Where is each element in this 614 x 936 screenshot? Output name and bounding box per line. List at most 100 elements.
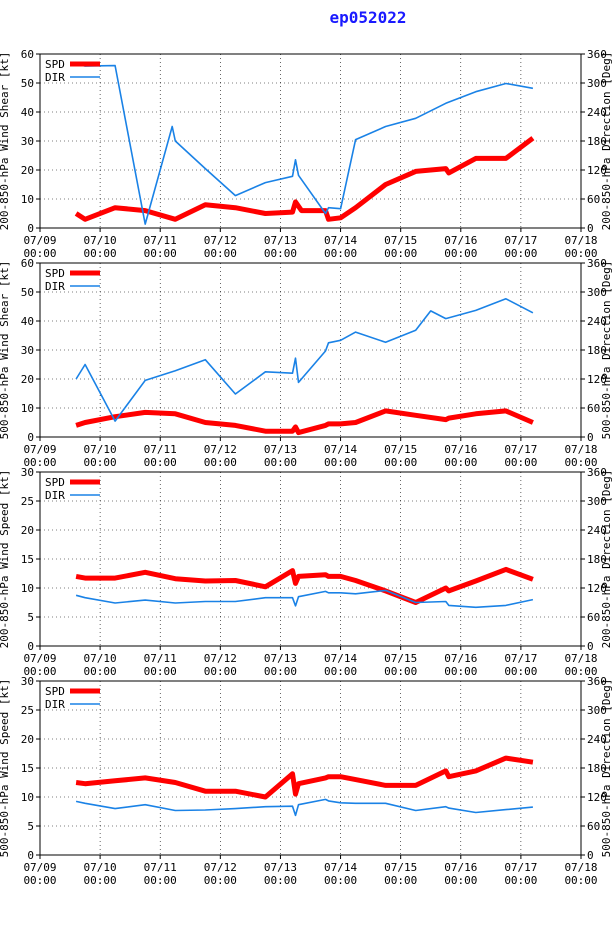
- series-line-spd: [74, 136, 535, 222]
- y-left-tick-label: 10: [21, 582, 34, 595]
- y-left-tick-label: 20: [21, 524, 34, 537]
- y-right-tick-label: 120: [587, 164, 607, 177]
- x-tick-label-date: 07/17: [504, 861, 537, 874]
- x-tick-label-date: 07/11: [144, 861, 177, 874]
- x-tick-label-date: 07/12: [204, 443, 237, 456]
- y-right-tick-label: 120: [587, 582, 607, 595]
- x-tick-label-date: 07/17: [504, 443, 537, 456]
- x-tick-label-date: 07/13: [264, 443, 297, 456]
- y-left-tick-label: 15: [21, 553, 34, 566]
- y-left-tick-label: 30: [21, 344, 34, 357]
- y-axis-right-label: 500-850-hPa Direction [Deg]: [600, 679, 613, 858]
- y-right-tick-label: 60: [587, 611, 600, 624]
- x-tick-label-time: 00:00: [504, 456, 537, 469]
- x-tick-label-time: 00:00: [444, 247, 477, 260]
- x-tick-label-time: 00:00: [384, 874, 417, 887]
- x-tick-label-time: 00:00: [504, 874, 537, 887]
- x-tick-label-time: 00:00: [84, 874, 117, 887]
- x-tick-label-time: 00:00: [84, 456, 117, 469]
- y-right-tick-label: 300: [587, 495, 607, 508]
- y-left-tick-label: 5: [27, 820, 34, 833]
- x-tick-label-date: 07/15: [384, 234, 417, 247]
- x-tick-label-date: 07/09: [23, 443, 56, 456]
- y-left-tick-label: 50: [21, 77, 34, 90]
- y-left-tick-label: 50: [21, 286, 34, 299]
- y-right-tick-label: 180: [587, 344, 607, 357]
- x-tick-label-time: 00:00: [144, 665, 177, 678]
- x-tick-label-date: 07/15: [384, 861, 417, 874]
- x-tick-label-date: 07/09: [23, 861, 56, 874]
- legend-label-dir: DIR: [45, 280, 65, 293]
- y-axis-left-label: 500-850-hPa Wind Speed [kt]: [0, 679, 11, 858]
- series-line-dir: [75, 798, 533, 817]
- y-axis-left-label: 200-850-hPa Wind Shear [kt]: [0, 52, 11, 231]
- x-tick-label-time: 00:00: [264, 247, 297, 260]
- y-right-tick-label: 360: [587, 466, 607, 479]
- x-tick-label-time: 00:00: [384, 665, 417, 678]
- y-left-tick-label: 40: [21, 315, 34, 328]
- panel-3: 05101520253006012018024030036007/0900:00…: [0, 466, 613, 678]
- x-tick-label-time: 00:00: [204, 665, 237, 678]
- y-left-tick-label: 0: [27, 849, 34, 862]
- y-right-tick-label: 0: [587, 222, 594, 235]
- x-tick-label-date: 07/10: [84, 652, 117, 665]
- y-left-tick-label: 25: [21, 495, 34, 508]
- x-tick-label-date: 07/18: [564, 861, 597, 874]
- x-tick-label-time: 00:00: [324, 456, 357, 469]
- y-left-tick-label: 30: [21, 135, 34, 148]
- y-left-tick-label: 5: [27, 611, 34, 624]
- x-tick-label-time: 00:00: [23, 874, 56, 887]
- x-tick-label-date: 07/13: [264, 234, 297, 247]
- x-tick-label-time: 00:00: [144, 874, 177, 887]
- y-right-tick-label: 60: [587, 820, 600, 833]
- x-tick-label-date: 07/16: [444, 652, 477, 665]
- y-left-tick-label: 20: [21, 373, 34, 386]
- x-tick-label-date: 07/12: [204, 652, 237, 665]
- x-tick-label-date: 07/13: [264, 652, 297, 665]
- y-right-tick-label: 360: [587, 257, 607, 270]
- x-tick-label-time: 00:00: [324, 665, 357, 678]
- x-tick-label-time: 00:00: [564, 456, 597, 469]
- y-left-tick-label: 10: [21, 402, 34, 415]
- x-tick-label-date: 07/13: [264, 861, 297, 874]
- x-tick-label-date: 07/15: [384, 443, 417, 456]
- x-tick-label-time: 00:00: [384, 247, 417, 260]
- x-tick-label-date: 07/11: [144, 652, 177, 665]
- x-tick-label-time: 00:00: [23, 247, 56, 260]
- y-left-tick-label: 10: [21, 791, 34, 804]
- x-tick-label-time: 00:00: [444, 874, 477, 887]
- x-tick-label-time: 00:00: [204, 456, 237, 469]
- x-tick-label-date: 07/14: [324, 443, 357, 456]
- y-right-tick-label: 240: [587, 524, 607, 537]
- x-tick-label-date: 07/16: [444, 861, 477, 874]
- y-axis-right-label: 200-850-hPa Direction [Deg]: [600, 470, 613, 649]
- x-tick-label-time: 00:00: [264, 874, 297, 887]
- x-tick-label-date: 07/10: [84, 234, 117, 247]
- x-tick-label-time: 00:00: [204, 874, 237, 887]
- y-left-tick-label: 10: [21, 193, 34, 206]
- y-right-tick-label: 300: [587, 286, 607, 299]
- y-right-tick-label: 60: [587, 402, 600, 415]
- x-tick-label-time: 00:00: [384, 456, 417, 469]
- x-tick-label-time: 00:00: [504, 665, 537, 678]
- series-line-dir: [75, 589, 534, 609]
- x-tick-label-date: 07/15: [384, 652, 417, 665]
- y-right-tick-label: 180: [587, 135, 607, 148]
- y-right-tick-label: 360: [587, 675, 607, 688]
- y-left-tick-label: 30: [21, 675, 34, 688]
- series-line-dir: [75, 62, 534, 225]
- y-right-tick-label: 300: [587, 77, 607, 90]
- y-right-tick-label: 120: [587, 791, 607, 804]
- x-tick-label-time: 00:00: [564, 874, 597, 887]
- y-right-tick-label: 0: [587, 849, 594, 862]
- y-right-tick-label: 360: [587, 48, 607, 61]
- legend-label-spd: SPD: [45, 476, 65, 489]
- y-left-tick-label: 0: [27, 431, 34, 444]
- legend-label-dir: DIR: [45, 489, 65, 502]
- plot-frame: [39, 471, 582, 647]
- x-tick-label-date: 07/14: [324, 861, 357, 874]
- x-tick-label-date: 07/14: [324, 652, 357, 665]
- x-tick-label-time: 00:00: [23, 665, 56, 678]
- x-tick-label-time: 00:00: [564, 247, 597, 260]
- x-tick-label-date: 07/10: [84, 861, 117, 874]
